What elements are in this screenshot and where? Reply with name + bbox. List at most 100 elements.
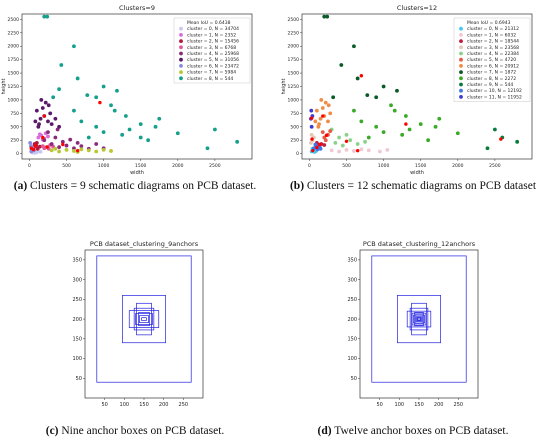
legend-entry: cluster = 11, N = 11952	[467, 94, 522, 100]
y-tick-label: 50	[351, 376, 357, 382]
scatter-point	[395, 88, 399, 93]
scatter-point	[42, 146, 47, 151]
scatter-point	[213, 127, 217, 132]
scatter-point	[38, 149, 43, 154]
scatter-point	[94, 149, 99, 154]
legend-marker	[179, 26, 183, 31]
legend-marker	[179, 45, 183, 50]
y-tick-label: 1250	[288, 84, 300, 90]
scatter-point	[400, 132, 405, 137]
scatter-point	[127, 127, 132, 132]
centroid-point	[75, 148, 80, 153]
x-tick-label: 1000	[378, 163, 390, 169]
scatter-point	[359, 119, 364, 124]
x-tick-label: 100	[395, 402, 405, 408]
scatter-point	[48, 111, 53, 116]
scatter-point	[320, 130, 325, 135]
scatter-point	[365, 93, 370, 97]
scatter-point	[46, 119, 50, 124]
centroid-point	[310, 137, 314, 141]
x-tick-label: 50	[376, 402, 382, 408]
scatter-point	[53, 135, 58, 140]
legend-entry: cluster = 0, N = 34704	[187, 26, 239, 32]
anchor-box	[135, 313, 153, 325]
scatter-point	[157, 116, 162, 121]
legend-marker	[459, 57, 463, 62]
scatter-point	[323, 138, 328, 143]
y-tick-label: 2500	[288, 17, 300, 23]
chart-title: PCB dataset_clustering_12anchors	[363, 240, 476, 248]
x-tick-label: 150	[139, 402, 149, 408]
scatter-point	[366, 135, 371, 140]
y-tick-label: 0	[296, 151, 299, 157]
legend-entry: cluster = 2, N = 18544	[467, 39, 519, 45]
legend-entry: cluster = 9, N = 544	[467, 82, 513, 88]
scatter-point	[359, 147, 364, 152]
x-tick-label: 1500	[415, 163, 427, 169]
x-tick-label: 100	[120, 402, 130, 408]
scatter-panel-clusters-9: Clusters=9 0 500 1000 1500 2000 2500 0 250 500 750…	[0, 0, 260, 176]
x-tick-label: 2000	[452, 163, 464, 169]
scatter-point	[94, 95, 99, 100]
anchor-box	[136, 302, 152, 336]
legend-title: Mean IoU = 0.6438	[187, 20, 231, 26]
legend-marker	[459, 51, 463, 56]
scatter-point	[374, 124, 379, 129]
y-tick-label: 2250	[288, 30, 300, 36]
scatter-point	[120, 132, 125, 137]
scatter-point	[403, 114, 408, 118]
scatter-point	[57, 87, 61, 92]
caption-c: (c) Nine anchor boxes on PCB dataset.	[0, 425, 270, 437]
anchor-box	[414, 314, 424, 324]
scatter-point	[320, 106, 325, 110]
caption-a-letter: (a)	[13, 180, 28, 192]
scatter-point	[326, 119, 330, 124]
scatter-point	[322, 14, 327, 19]
scatter-point	[378, 149, 382, 154]
scatter-point	[333, 140, 338, 145]
caption-d: (d) Twelve anchor boxes on PCB dataset.	[276, 425, 550, 437]
legend-entry: cluster = 1, N = 6032	[467, 32, 516, 38]
scatter-point	[175, 131, 180, 136]
legend-box	[453, 17, 531, 102]
anchor-chart-d: PCB dataset_clustering_12anchors 50 100 150…	[347, 240, 479, 408]
x-tick-label: 2500	[489, 163, 501, 169]
scatter-point	[68, 137, 73, 142]
scatter-point	[37, 122, 41, 126]
anchor-box	[417, 317, 421, 321]
legend-entry: cluster = 8, N = 544	[187, 76, 233, 82]
caption-b-letter: (b)	[289, 180, 305, 192]
scatter-point	[138, 122, 143, 126]
scatter-point	[352, 149, 356, 153]
y-tick-label: 350	[72, 258, 82, 264]
legend-marker	[179, 64, 183, 68]
scatter-point	[437, 116, 442, 121]
scatter-point	[340, 143, 345, 148]
scatter-point	[328, 111, 333, 116]
legend-marker	[179, 70, 183, 74]
caption-b-text: Clusters = 12 schematic diagrams on PCB …	[304, 180, 537, 192]
scatter-point	[366, 148, 371, 153]
scatter-point	[39, 98, 44, 102]
scatter-point	[146, 138, 151, 143]
x-tick-label: 2500	[209, 163, 221, 169]
scatter-point	[42, 14, 47, 19]
scatter-point	[326, 103, 331, 108]
anchor-chart-c: PCB dataset_clustering_9anchors 50 100 150 2…	[72, 240, 204, 408]
scatter-point	[79, 147, 84, 152]
x-tick-label: 50	[101, 402, 107, 408]
y-tick-label: 0	[16, 151, 19, 157]
y-tick-label: 1250	[8, 84, 20, 90]
y-tick-label: 200	[72, 317, 82, 323]
y-tick-label: 2000	[288, 44, 300, 50]
legend-marker	[459, 33, 463, 37]
y-tick-label: 250	[290, 138, 299, 144]
scatter-point	[235, 139, 240, 144]
scatter-point	[337, 135, 341, 140]
scatter-point	[329, 148, 334, 153]
centroid-point	[42, 114, 46, 118]
y-tick-label: 750	[10, 111, 19, 117]
y-tick-label: 300	[347, 277, 357, 283]
scatter-point	[94, 142, 99, 146]
anchor-box	[96, 255, 192, 383]
